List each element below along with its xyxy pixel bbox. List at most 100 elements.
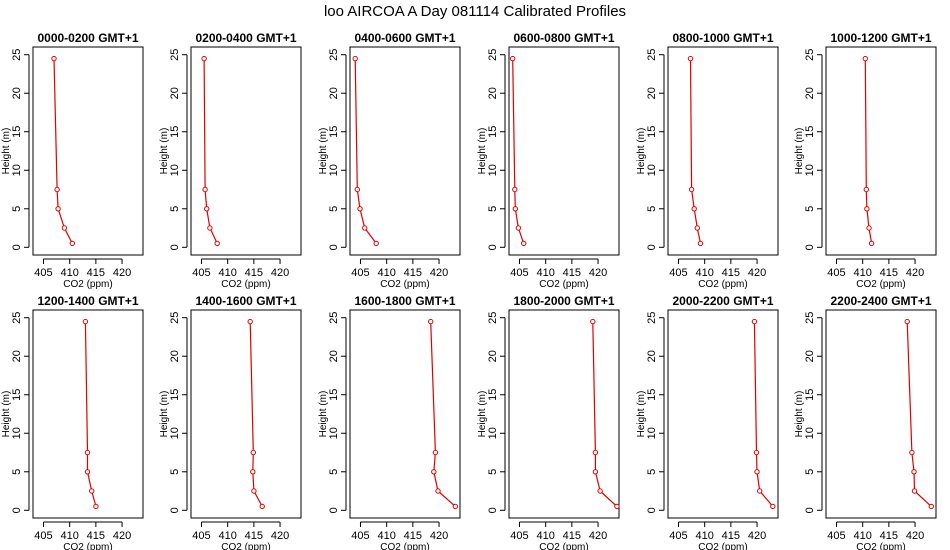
- plot-frame: [32, 46, 144, 256]
- y-axis: 0 5 10 15 20 25 Height (m): [159, 49, 188, 250]
- x-tick-label: 420: [271, 267, 289, 279]
- data-point: [362, 225, 368, 231]
- y-tick-label: 20: [11, 350, 23, 362]
- x-axis-label: CO2 (ppm): [856, 542, 905, 550]
- data-point: [515, 225, 522, 231]
- x-tick-label: 405: [192, 267, 210, 279]
- x-tick-label: 410: [536, 267, 554, 279]
- y-axis: 0 5 10 15 20 25 Height (m): [1, 49, 30, 250]
- profile-line: [906, 321, 932, 507]
- y-axis-label: Height (m): [1, 391, 12, 438]
- x-tick-label: 405: [827, 530, 845, 542]
- y-tick-label: 10: [169, 427, 181, 439]
- data-point: [510, 55, 516, 62]
- y-tick-label: 25: [328, 312, 340, 324]
- y-axis: 0 5 10 15 20 25 Height (m): [636, 49, 665, 250]
- y-tick-label: 15: [169, 389, 181, 401]
- x-tick-label: 410: [853, 530, 871, 542]
- y-tick-label: 25: [646, 49, 658, 61]
- y-tick-label: 25: [11, 49, 23, 61]
- panel-title: 0400-0600 GMT+1: [354, 31, 455, 45]
- figure-title: loo AIRCOA A Day 081114 Calibrated Profi…: [324, 3, 626, 20]
- data-point: [691, 206, 697, 212]
- x-tick-label: 415: [880, 530, 898, 542]
- data-point: [862, 55, 868, 62]
- x-tick-label: 405: [510, 267, 528, 279]
- y-tick-label: 20: [646, 350, 658, 362]
- x-axis-label: CO2 (ppm): [698, 279, 747, 290]
- data-point: [687, 55, 694, 62]
- x-tick-label: 415: [563, 530, 581, 542]
- y-tick-label: 10: [804, 427, 816, 439]
- y-tick-label: 25: [487, 312, 499, 324]
- y-axis: 0 5 10 15 20 25 Height (m): [477, 49, 506, 250]
- x-tick-label: 405: [34, 267, 52, 279]
- data-point: [688, 186, 695, 193]
- plot-frame: [190, 309, 302, 519]
- data-point: [432, 449, 439, 456]
- y-tick-label: 25: [487, 49, 499, 61]
- plot-frame: [667, 309, 779, 519]
- y-tick-label: 15: [804, 389, 816, 401]
- y-axis-label: Height (m): [477, 128, 488, 175]
- y-axis-label: Height (m): [794, 391, 805, 438]
- x-tick-label: 420: [748, 530, 766, 542]
- y-tick-label: 15: [328, 389, 340, 401]
- x-tick-label: 405: [351, 267, 369, 279]
- y-tick-label: 0: [804, 507, 816, 513]
- x-tick-label: 405: [34, 530, 52, 542]
- data-point: [373, 240, 379, 247]
- y-tick-label: 0: [487, 244, 499, 250]
- plot-frame: [825, 309, 937, 519]
- x-tick-label: 410: [695, 267, 713, 279]
- y-tick-label: 20: [328, 87, 340, 99]
- y-tick-label: 0: [646, 507, 658, 513]
- data-point: [928, 503, 934, 510]
- x-tick-label: 415: [880, 267, 898, 279]
- x-tick-label: 420: [430, 267, 448, 279]
- profile-line: [354, 58, 377, 244]
- panel-title: 1800-2000 GMT+1: [513, 294, 614, 308]
- y-tick-label: 0: [804, 244, 816, 250]
- y-tick-label: 15: [328, 126, 340, 138]
- panel-title: 2200-2400 GMT+1: [830, 294, 931, 308]
- data-point: [597, 488, 603, 494]
- x-tick-label: 420: [113, 530, 131, 542]
- y-axis-label: Height (m): [636, 391, 647, 438]
- y-axis-label: Height (m): [636, 128, 647, 175]
- y-tick-label: 20: [487, 350, 499, 362]
- x-tick-label: 405: [827, 267, 845, 279]
- y-tick-label: 10: [328, 164, 340, 176]
- x-tick-label: 415: [87, 530, 105, 542]
- y-tick-label: 25: [169, 49, 181, 61]
- data-point: [521, 240, 527, 247]
- y-tick-label: 0: [646, 244, 658, 250]
- y-tick-label: 5: [646, 469, 658, 475]
- profile-line: [753, 321, 774, 507]
- x-tick-label: 415: [404, 530, 422, 542]
- panel-title: 2000-2200 GMT+1: [672, 294, 773, 308]
- y-tick-label: 20: [804, 350, 816, 362]
- data-point: [614, 503, 620, 510]
- data-point: [754, 469, 760, 475]
- y-axis-label: Height (m): [794, 128, 805, 175]
- y-tick-label: 15: [487, 389, 499, 401]
- x-axis-label: CO2 (ppm): [221, 279, 270, 290]
- y-tick-label: 5: [646, 206, 658, 212]
- x-axis-label: CO2 (ppm): [856, 279, 905, 290]
- data-point: [753, 449, 760, 456]
- y-tick-label: 15: [487, 126, 499, 138]
- profile-line: [84, 321, 97, 507]
- x-tick-label: 415: [722, 267, 740, 279]
- y-tick-label: 5: [487, 206, 499, 212]
- panel-title: 0800-1000 GMT+1: [672, 31, 773, 45]
